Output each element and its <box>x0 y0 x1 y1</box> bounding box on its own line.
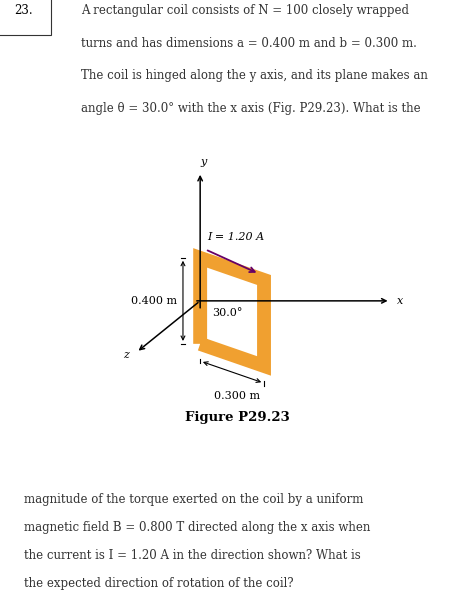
Text: 0.300 m: 0.300 m <box>214 391 260 400</box>
Text: Figure P29.23: Figure P29.23 <box>185 411 289 424</box>
Text: turns and has dimensions a = 0.400 m and b = 0.300 m.: turns and has dimensions a = 0.400 m and… <box>81 37 417 50</box>
Text: 0.400 m: 0.400 m <box>131 296 177 306</box>
Text: 23.: 23. <box>14 4 33 17</box>
Text: magnetic field B = 0.800 T directed along the x axis when: magnetic field B = 0.800 T directed alon… <box>24 521 370 534</box>
Text: x: x <box>397 296 403 306</box>
Text: A rectangular coil consists of N = 100 closely wrapped: A rectangular coil consists of N = 100 c… <box>81 4 409 17</box>
Text: The coil is hinged along the y axis, and its plane makes an: The coil is hinged along the y axis, and… <box>81 69 428 82</box>
Text: the current is I = 1.20 A in the direction shown? What is: the current is I = 1.20 A in the directi… <box>24 549 360 562</box>
Text: 30.0°: 30.0° <box>212 308 243 318</box>
Text: the expected direction of rotation of the coil?: the expected direction of rotation of th… <box>24 577 293 590</box>
Text: magnitude of the torque exerted on the coil by a uniform: magnitude of the torque exerted on the c… <box>24 493 363 506</box>
Text: y: y <box>201 157 207 167</box>
Text: angle θ = 30.0° with the x axis (Fig. P29.23). What is the: angle θ = 30.0° with the x axis (Fig. P2… <box>81 102 420 115</box>
Text: z: z <box>123 350 129 360</box>
Text: I = 1.20 A: I = 1.20 A <box>208 232 264 242</box>
